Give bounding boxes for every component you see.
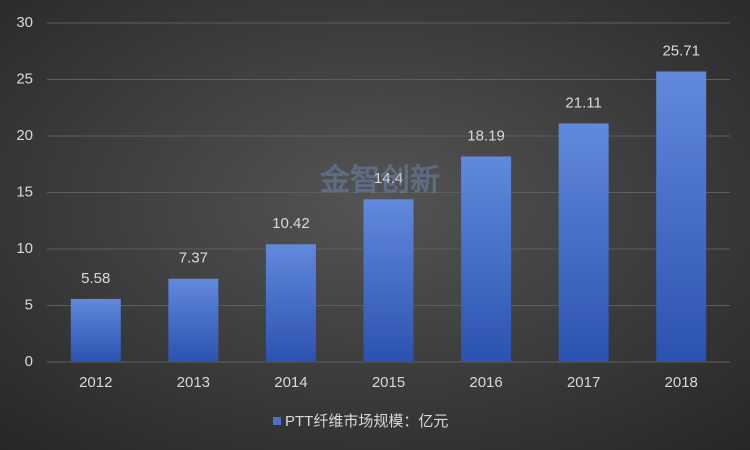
bar bbox=[265, 244, 316, 362]
x-tick-label: 2017 bbox=[567, 374, 600, 391]
x-tick-label: 2013 bbox=[177, 374, 210, 391]
data-label: 21.11 bbox=[565, 94, 601, 111]
y-tick-label: 5 bbox=[25, 296, 33, 313]
y-tick-label: 30 bbox=[16, 14, 33, 31]
bar bbox=[363, 199, 414, 362]
bar bbox=[168, 278, 219, 362]
data-label: 14.4 bbox=[374, 170, 403, 187]
bar bbox=[461, 156, 512, 362]
y-tick-label: 25 bbox=[16, 70, 33, 87]
y-tick-label: 0 bbox=[25, 353, 33, 370]
bar bbox=[558, 123, 609, 362]
legend-label: PTT纤维市场规模：亿元 bbox=[285, 413, 448, 430]
bar bbox=[70, 298, 121, 362]
data-label: 5.58 bbox=[81, 270, 110, 287]
y-tick-label: 15 bbox=[16, 183, 33, 200]
x-tick-label: 2018 bbox=[665, 374, 698, 391]
x-tick-label: 2015 bbox=[372, 374, 405, 391]
watermark: 金智创新 bbox=[319, 163, 440, 197]
data-label: 18.19 bbox=[467, 127, 505, 144]
data-label: 10.42 bbox=[272, 215, 310, 232]
data-label: 7.37 bbox=[179, 250, 208, 267]
data-label: 25.71 bbox=[662, 42, 700, 59]
y-tick-label: 20 bbox=[16, 127, 33, 144]
bar bbox=[656, 71, 707, 363]
x-tick-label: 2012 bbox=[79, 374, 112, 391]
x-tick-label: 2016 bbox=[469, 374, 502, 391]
legend-swatch bbox=[273, 417, 281, 425]
plot-area: 0 5 10 15 20 25 30 2012 5.58 2013 7.37 2014 10.42 201… bbox=[16, 14, 730, 430]
y-tick-label: 10 bbox=[16, 240, 33, 257]
x-tick-label: 2014 bbox=[274, 374, 307, 391]
